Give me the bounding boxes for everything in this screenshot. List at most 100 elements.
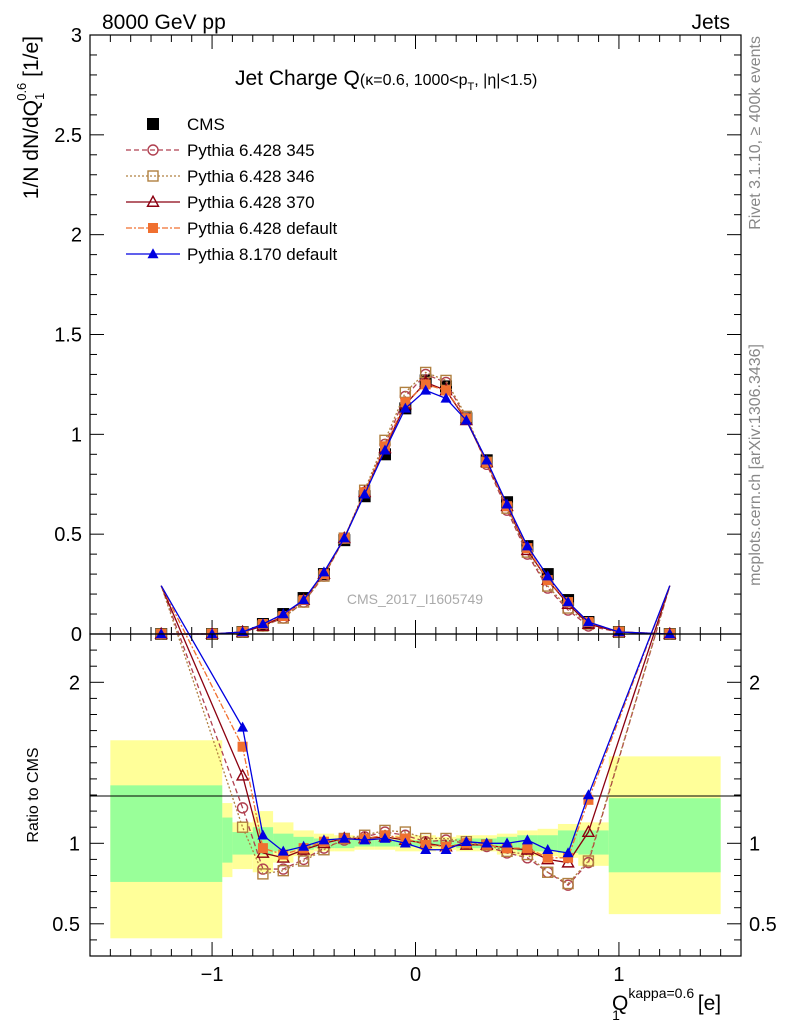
series-point (277, 608, 289, 619)
ratio-point (338, 832, 350, 843)
xlabel-sup: kappa=0.6 (628, 985, 694, 1001)
ratio-point (481, 837, 493, 848)
green-band (222, 817, 233, 863)
ratio-point (562, 847, 574, 858)
x-axis-label: Qkappa=0.6 1 [e] (612, 985, 721, 1023)
title-main: Jet Charge Q (235, 67, 360, 90)
ratio-point (542, 843, 554, 854)
ratio-point (581, 824, 596, 837)
series-line (161, 383, 670, 635)
y-tick-label: 0 (71, 624, 82, 646)
x-tick-label: 1 (613, 964, 624, 986)
ratio-point (257, 843, 268, 854)
y-tick-label: 0.5 (54, 524, 82, 546)
ratio-point (562, 877, 574, 890)
ratio-point (236, 821, 249, 833)
legend-marker (147, 248, 159, 259)
ratio-point (257, 829, 269, 840)
uncertainty-bands (110, 740, 721, 939)
ratio-point (460, 835, 472, 846)
series-point (481, 454, 493, 465)
ratio-y-label: Ratio to CMS (25, 747, 42, 842)
upper-axis-ticks: 0 0.5 1 1.5 2 2.5 3 (54, 25, 741, 646)
series-point (460, 414, 472, 425)
title-sub: (κ=0.6, 1000<p (360, 72, 468, 89)
legend-marker (147, 118, 159, 130)
ratio-point (399, 837, 411, 848)
ratio-point (501, 837, 513, 848)
ratio-line (160, 585, 671, 854)
ratio-panel: 0.5 0.5 1 1 2 2 −1 0 1 (52, 585, 777, 986)
ratio-frame (89, 633, 742, 957)
series-point (298, 594, 310, 605)
ratio-y-tick-label-right: 2 (749, 672, 760, 694)
series-point (399, 402, 411, 413)
series-line (161, 389, 670, 635)
series-point (441, 385, 452, 396)
y-tick-label: 3 (71, 25, 82, 47)
legend-label: Pythia 6.428 370 (187, 193, 315, 212)
legend-marker (146, 194, 160, 207)
ratio-y-tick-label-right: 0.5 (749, 914, 777, 936)
ylabel-unit: [1/e] (20, 36, 43, 83)
ratio-point (237, 741, 248, 752)
ratio-point (420, 843, 432, 854)
series-point (206, 628, 218, 639)
green-band (608, 798, 721, 873)
green-band (557, 830, 579, 853)
ratio-point (236, 802, 249, 814)
ratio-line (160, 585, 671, 885)
series-point (521, 540, 533, 551)
ratio-point (521, 834, 533, 845)
legend: CMS Pythia 6.428 345 Pythia 6.428 346 Pythi… (126, 115, 338, 264)
series-point (562, 596, 574, 607)
green-band (374, 840, 396, 847)
series-point (338, 532, 350, 543)
ratio-point (522, 843, 533, 854)
series-point (582, 616, 594, 627)
title-sub-end: , |η|<1.5) (474, 72, 537, 89)
ratio-y-tick-label: 2 (69, 672, 80, 694)
y-tick-label: 2 (71, 225, 82, 247)
legend-marker (147, 144, 159, 156)
chart-title: Jet Charge Q(κ=0.6, 1000<pT, |η|<1.5) (235, 67, 537, 93)
x-tick-label: 0 (410, 964, 421, 986)
xlabel-main: Q (612, 992, 628, 1015)
ratio-point (583, 794, 594, 805)
series-point (318, 566, 330, 577)
series-point (155, 628, 167, 639)
ylabel-sup: 0.6 (14, 83, 29, 101)
ylabel-sub: 1 (32, 93, 47, 100)
ratio-point (235, 768, 250, 781)
legend-label: Pythia 6.428 345 (187, 141, 315, 160)
title-sub-T: T (468, 81, 475, 93)
ratio-series (160, 585, 671, 891)
xlabel-unit: [e] (692, 992, 721, 1015)
green-band (110, 785, 223, 882)
series-point (420, 379, 431, 390)
ratio-point (297, 855, 310, 867)
y-tick-label: 1 (71, 424, 82, 446)
ratio-point (582, 855, 595, 867)
series-point (542, 570, 554, 581)
series-point (664, 628, 676, 639)
x-tick-label: −1 (201, 964, 224, 986)
watermark: CMS_2017_I1605749 (347, 591, 483, 607)
series-point (440, 392, 452, 403)
ratio-point (542, 852, 553, 863)
green-band (232, 832, 253, 855)
ratio-point (359, 834, 371, 845)
header-left: 8000 GeV pp (102, 11, 226, 34)
ratio-point (542, 866, 554, 878)
legend-marker (148, 223, 158, 233)
ratio-y-tick-label: 1 (69, 833, 80, 855)
ratio-y-tick-label-right: 1 (749, 833, 760, 855)
ratio-point (298, 840, 310, 851)
series-point (420, 384, 432, 395)
y-tick-label: 1.5 (54, 325, 82, 347)
xlabel-sub: 1 (612, 1007, 620, 1023)
ratio-point (379, 832, 391, 843)
rivet-label: Rivet 3.1.10, ≥ 400k events (747, 36, 764, 230)
ratio-point (318, 834, 330, 845)
